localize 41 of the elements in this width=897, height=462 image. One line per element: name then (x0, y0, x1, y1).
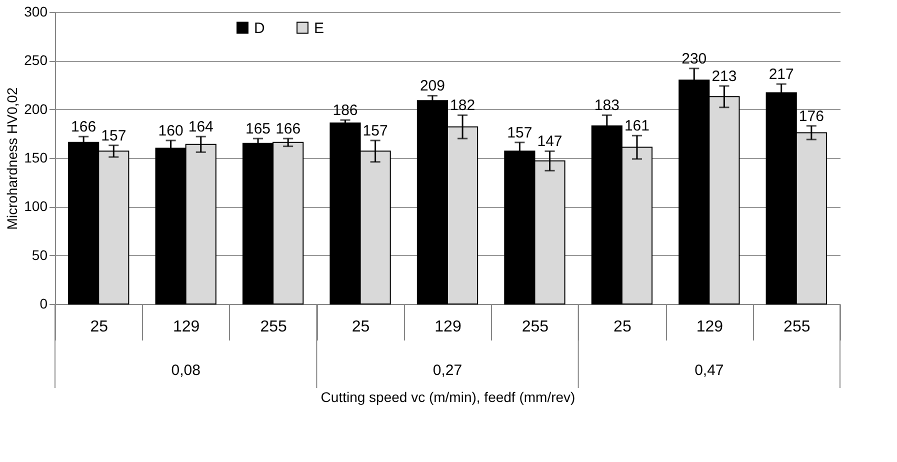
text: 0,08 (171, 362, 200, 379)
data-label: 161 (624, 118, 650, 135)
y-tick-label: 250 (24, 52, 48, 68)
x-tick-label: 129 (696, 318, 724, 336)
y-tick-label: 200 (24, 100, 48, 117)
x-axis-title: Cutting speed vc (m/min), feedf (mm/rev) (320, 389, 576, 405)
data-label: 230 (682, 50, 707, 68)
x-tick-label: 255 (260, 318, 287, 336)
text: 0,47 (694, 362, 724, 379)
data-label: 157 (101, 127, 126, 144)
x-tick-label: 129 (172, 318, 200, 336)
data-label: 213 (712, 68, 737, 85)
data-label: 182 (450, 97, 476, 114)
y-tick-label: 50 (32, 246, 48, 263)
x-tick-label: 129 (434, 318, 462, 336)
data-label: 164 (188, 118, 214, 136)
data-label: 186 (332, 102, 358, 120)
data-label: 183 (594, 97, 620, 114)
data-label: 209 (420, 78, 445, 95)
y-tick-label: 150 (24, 150, 48, 166)
data-label: 157 (507, 124, 532, 142)
data-label: 217 (768, 66, 794, 84)
data-label: 165 (246, 120, 271, 138)
data-label: 176 (798, 108, 824, 125)
y-tick-label: 100 (24, 198, 48, 214)
x-tick-label: 25 (90, 318, 108, 336)
data-label: 166 (71, 118, 96, 136)
y-tick-label: 0 (40, 296, 48, 312)
legend-label: D (254, 20, 265, 37)
legend-label: E (314, 20, 324, 37)
data-label: 160 (158, 122, 184, 140)
x-tick-label: 25 (614, 318, 632, 336)
data-label: 166 (276, 120, 301, 138)
data-label: 157 (362, 122, 388, 140)
y-tick-label: 300 (24, 4, 48, 20)
x-tick-label: 255 (784, 318, 810, 336)
text: 0,27 (432, 362, 462, 379)
data-label: 147 (537, 133, 562, 150)
x-tick-label: 255 (522, 318, 549, 336)
x-tick-label: 25 (352, 318, 370, 336)
y-axis-title: Microhardness HV0,02 (4, 87, 20, 230)
